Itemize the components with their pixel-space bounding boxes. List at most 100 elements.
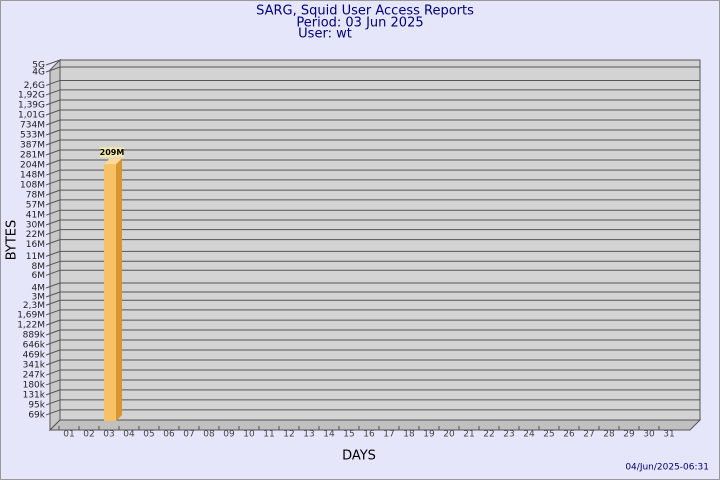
x-tick-label: 30 <box>643 430 655 440</box>
tick-mark <box>45 269 61 276</box>
chart-title: SARG, Squid User Access Reports <box>256 4 474 19</box>
tick-mark <box>45 260 61 267</box>
x-axis-label: DAYS <box>342 449 376 464</box>
tick-mark <box>45 219 61 226</box>
y-tick-label: 889k <box>23 331 46 341</box>
y-tick-label: 11M <box>26 252 45 262</box>
y-tick-label: 204M <box>20 161 45 171</box>
y-tick-label: 1,22M <box>17 321 45 331</box>
tick-mark <box>45 66 61 73</box>
x-tick-label: 09 <box>223 430 235 440</box>
x-tick-label: 17 <box>383 430 394 440</box>
y-tick-label: 4G <box>32 67 45 77</box>
y-tick-label: 3M <box>32 292 46 302</box>
x-tick-label: 24 <box>523 430 535 440</box>
tick-mark <box>45 239 61 246</box>
y-tick-label: 69k <box>28 410 45 420</box>
y-tick-label: 281M <box>20 151 45 161</box>
tick-mark <box>45 250 61 257</box>
y-tick-label: 1,39G <box>18 101 45 111</box>
x-tick-label: 10 <box>243 430 255 440</box>
tick-mark <box>45 359 61 366</box>
y-tick-label: 41M <box>26 211 45 221</box>
y-tick-label: 6M <box>32 271 46 281</box>
tick-mark <box>45 129 61 136</box>
y-tick-label: 247k <box>23 371 46 381</box>
y-tick-label: 148M <box>20 171 45 181</box>
y-tick-label: 108M <box>20 180 45 190</box>
tick-mark <box>45 349 61 356</box>
value-label: 209M <box>100 148 125 157</box>
tick-mark <box>45 399 61 406</box>
tick-mark <box>45 309 61 316</box>
tick-mark <box>45 139 61 146</box>
y-tick-label: 30M <box>26 220 45 230</box>
x-tick-label: 11 <box>263 430 274 440</box>
tick-mark <box>45 119 61 126</box>
x-tick-label: 26 <box>563 430 575 440</box>
x-tick-label: 16 <box>363 430 375 440</box>
x-tick-label: 28 <box>603 430 615 440</box>
y-tick-label: 646k <box>23 340 46 350</box>
tick-mark <box>45 199 61 206</box>
tick-mark <box>45 291 61 298</box>
timestamp: 04/Jun/2025-06:31 <box>625 463 709 473</box>
x-tick-label: 08 <box>203 430 215 440</box>
subtitle: Period: 03 Jun 2025 <box>296 16 423 31</box>
y-tick-label: 2,3M <box>23 301 45 311</box>
y-tick-label: 131k <box>23 390 46 400</box>
y-axis-label: BYTES <box>5 220 20 261</box>
y-tick-label: 8M <box>32 262 46 272</box>
y-tick-label: 734M <box>20 120 45 130</box>
tick-mark <box>45 369 61 376</box>
x-tick-label: 25 <box>543 430 554 440</box>
x-tick-label: 19 <box>423 430 435 440</box>
y-tick-label: 1,69M <box>17 310 45 320</box>
x-tick-label: 03 <box>103 430 114 440</box>
x-tick-label: 23 <box>503 430 514 440</box>
tick-mark <box>45 329 61 336</box>
tick-mark <box>45 409 61 416</box>
x-tick-label: 05 <box>143 430 154 440</box>
tick-mark <box>45 59 61 66</box>
tick-mark <box>45 79 61 86</box>
y-tick-label: 95k <box>28 400 45 410</box>
tick-mark <box>45 89 61 96</box>
tick-mark <box>45 209 61 216</box>
x-tick-label: 02 <box>83 430 94 440</box>
tick-mark <box>45 339 61 346</box>
x-tick-label: 22 <box>483 430 494 440</box>
x-tick-label: 07 <box>183 430 194 440</box>
tick-mark <box>45 299 61 306</box>
y-tick-label: 387M <box>20 141 45 151</box>
x-tick-label: 01 <box>63 430 74 440</box>
y-tick-label: 341k <box>23 360 46 370</box>
y-tick-label: 2,6G <box>24 81 45 91</box>
tick-mark <box>45 169 61 176</box>
x-tick-label: 13 <box>303 430 314 440</box>
tick-mark <box>45 149 61 156</box>
side-wall <box>49 58 61 432</box>
y-tick-label: 16M <box>26 240 45 250</box>
tick-mark <box>45 99 61 106</box>
bar <box>104 164 116 421</box>
tick-mark <box>45 389 61 396</box>
y-tick-label: 1,92G <box>18 90 45 100</box>
x-tick-label: 18 <box>403 430 415 440</box>
tick-mark <box>45 319 61 326</box>
y-tick-label: 533M <box>20 131 45 141</box>
tick-mark <box>45 379 61 386</box>
y-tick-label: 57M <box>26 200 45 210</box>
tick-mark <box>45 159 61 166</box>
tick-mark <box>45 179 61 186</box>
y-tick-label: 1,01G <box>18 111 45 121</box>
x-tick-label: 27 <box>583 430 594 440</box>
x-tick-label: 12 <box>283 430 294 440</box>
tick-mark <box>45 282 61 289</box>
y-tick-label: 78M <box>26 191 45 201</box>
y-tick-label: 180k <box>23 380 46 390</box>
tick-mark <box>45 189 61 196</box>
x-tick-label: 04 <box>123 430 135 440</box>
tick-mark <box>45 229 61 236</box>
